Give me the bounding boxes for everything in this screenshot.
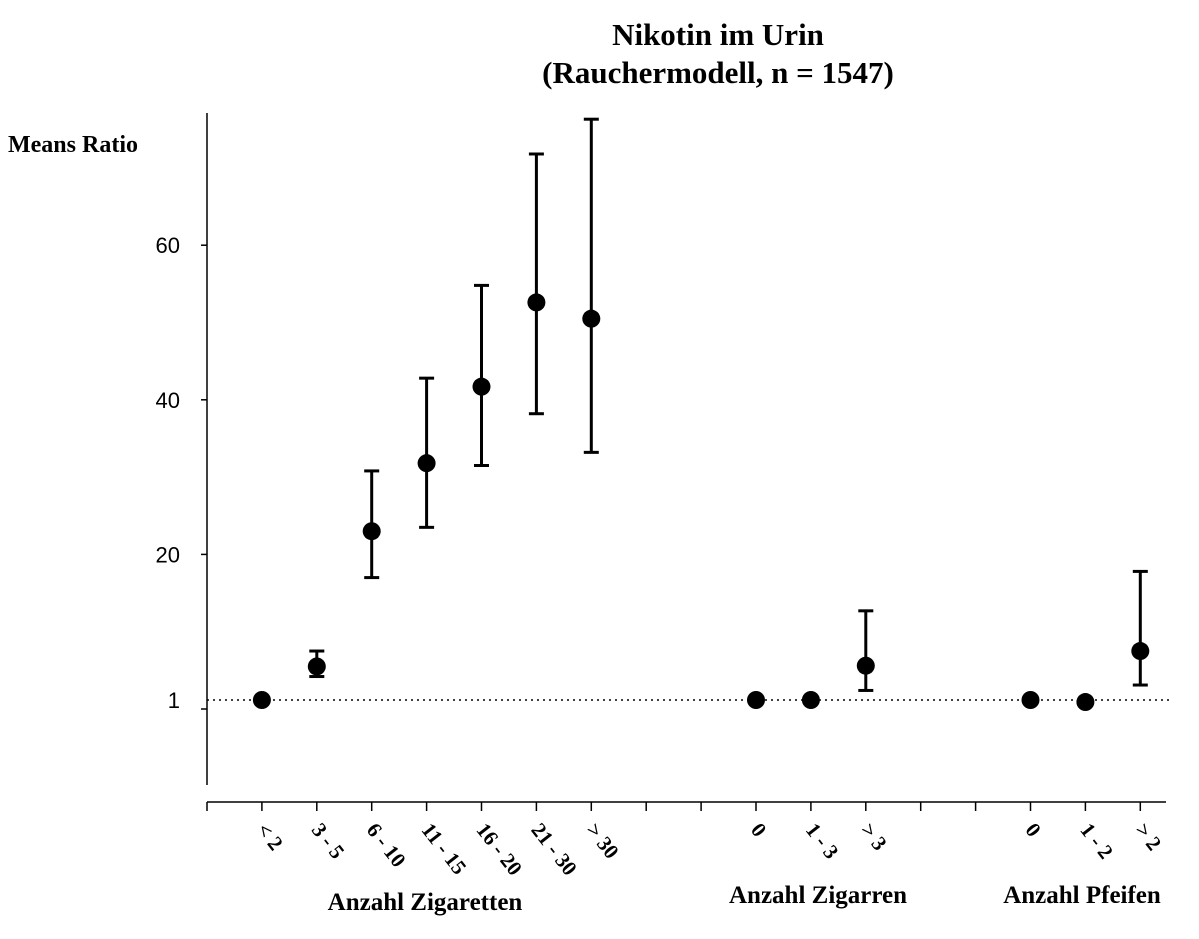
data-point bbox=[252, 691, 271, 709]
data-point bbox=[472, 377, 491, 396]
data-point bbox=[582, 309, 601, 328]
x-tick-label: > 30 bbox=[581, 818, 623, 863]
x-tick-label: > 3 bbox=[856, 818, 892, 855]
data-point bbox=[527, 293, 546, 312]
data-point bbox=[801, 691, 820, 709]
data-point bbox=[747, 691, 765, 709]
data-point bbox=[856, 656, 875, 675]
group-label: Anzahl Zigaretten bbox=[328, 889, 523, 916]
x-tick-label: > 2 bbox=[1130, 818, 1166, 855]
y-tick-label: 20 bbox=[156, 542, 180, 567]
y-ticks: 1 20 40 60 bbox=[156, 233, 207, 713]
x-tick-label: 1 - 3 bbox=[801, 818, 844, 863]
x-tick-label: 16 - 20 bbox=[472, 818, 528, 880]
data-point bbox=[1131, 642, 1150, 661]
x-tick-label: 11 - 15 bbox=[417, 818, 472, 879]
data-points bbox=[252, 293, 1150, 712]
x-tick-label: 21 - 30 bbox=[526, 818, 582, 880]
data-point bbox=[362, 522, 381, 541]
data-point bbox=[417, 454, 436, 473]
group-label: Anzahl Pfeifen bbox=[1003, 882, 1161, 909]
x-ticks bbox=[206, 802, 1142, 811]
x-tick-label: 0 bbox=[1021, 818, 1046, 841]
x-tick-label: < 2 bbox=[252, 818, 288, 855]
x-tick-label: 3 - 5 bbox=[307, 818, 350, 863]
x-tick-label: 0 bbox=[746, 818, 771, 841]
group-labels: Anzahl Zigaretten Anzahl Zigarren Anzahl P… bbox=[328, 882, 1161, 916]
data-point bbox=[1021, 691, 1040, 709]
y-tick-label: 60 bbox=[156, 233, 180, 258]
error-bars bbox=[309, 117, 1148, 700]
y-tick-label: 40 bbox=[156, 388, 180, 413]
chart-title: Nikotin im Urin bbox=[612, 17, 824, 52]
chart-subtitle: (Rauchermodell, n = 1547) bbox=[542, 55, 894, 90]
data-point bbox=[1076, 693, 1095, 712]
x-tick-label: 1 - 2 bbox=[1075, 818, 1118, 863]
y-tick-label: 1 bbox=[168, 688, 180, 713]
y-axis-label: Means Ratio bbox=[8, 132, 138, 158]
data-point bbox=[307, 657, 326, 676]
group-label: Anzahl Zigarren bbox=[729, 882, 907, 909]
x-tick-label: 6 - 10 bbox=[362, 818, 411, 871]
